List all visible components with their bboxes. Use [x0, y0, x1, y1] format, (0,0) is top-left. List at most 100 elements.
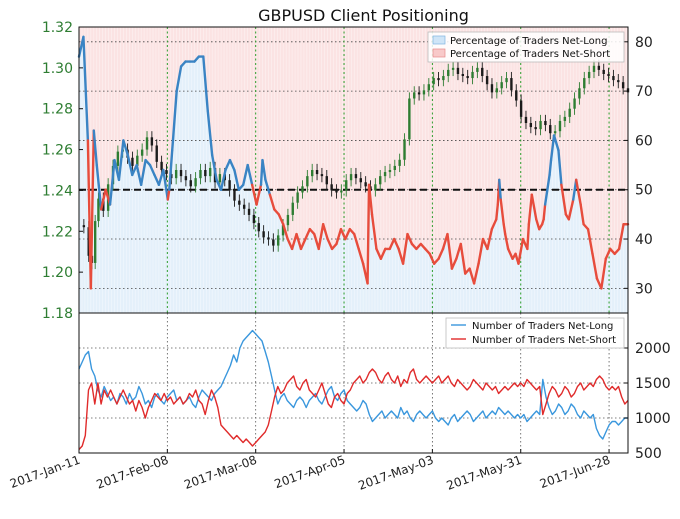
- net-long-pct-segment: [502, 223, 507, 236]
- net-long-pct-segment: [277, 213, 285, 226]
- net-long-pct-segment: [617, 223, 625, 251]
- price-candle: [276, 235, 280, 246]
- legend-label-traders-net-long: Number of Traders Net-Long: [472, 321, 613, 332]
- price-candle: [549, 125, 552, 134]
- bottom-right-tick-label: 1000: [635, 411, 671, 427]
- net-long-area: [79, 36, 628, 314]
- price-candle: [447, 69, 450, 77]
- net-long-pct-segment: [490, 218, 498, 231]
- price-candle: [330, 184, 333, 191]
- net-long-pct-segment: [255, 183, 263, 206]
- net-long-pct-segment: [526, 223, 531, 251]
- price-candle: [432, 78, 435, 85]
- left-tick-label: 1.32: [42, 20, 73, 36]
- legend-swatch-net-short: [432, 48, 446, 58]
- net-long-pct-segment: [604, 247, 612, 260]
- net-long-pct-segment: [498, 178, 502, 201]
- net-long-pct-segment: [202, 55, 209, 113]
- price-candle: [208, 167, 212, 177]
- net-long-pct-segment: [126, 154, 134, 177]
- chart-title: GBPUSD Client Positioning: [258, 6, 469, 25]
- net-long-pct-segment: [548, 158, 553, 177]
- top-legend: Percentage of Traders Net-Long Percentage…: [427, 31, 625, 63]
- top-legend-box: [427, 31, 625, 63]
- price-candle: [233, 190, 236, 201]
- price-candle: [481, 67, 484, 77]
- net-long-pct-segment: [162, 168, 169, 201]
- price-candle: [388, 170, 392, 173]
- price-candle: [252, 214, 256, 224]
- price-candle: [335, 190, 338, 193]
- price-candle: [413, 92, 416, 99]
- price-candle: [539, 120, 542, 130]
- net-long-pct-segment: [600, 257, 608, 290]
- net-long-pct-segment: [353, 232, 360, 251]
- net-long-pct-segment: [92, 129, 98, 167]
- price-candle: [320, 174, 324, 177]
- net-long-pct-segment: [139, 158, 147, 186]
- price-candle: [136, 155, 139, 166]
- price-candle: [573, 98, 576, 109]
- price-candle: [524, 116, 528, 124]
- net-long-pct-segment: [95, 163, 103, 211]
- net-long-pct-segment: [379, 247, 387, 260]
- net-long-pct-segment: [486, 227, 494, 251]
- legend-label-traders-net-short: Number of Traders Net-Short: [472, 335, 616, 346]
- left-tick-label: 1.28: [42, 102, 73, 118]
- net-long-pct-segment: [477, 237, 485, 265]
- price-candle: [165, 170, 168, 175]
- net-long-pct-segment: [261, 158, 267, 182]
- legend-label-net-short: Percentage of Traders Net-Short: [450, 49, 610, 60]
- price-candle: [422, 90, 426, 95]
- price-candle: [301, 186, 304, 193]
- price-candle: [617, 80, 620, 83]
- price-candle: [281, 225, 285, 236]
- price-candle: [359, 178, 362, 183]
- price-candle: [612, 76, 615, 81]
- price-candle: [262, 231, 265, 238]
- net-long-pct-segment: [370, 213, 378, 251]
- net-long-pct-segment: [246, 163, 254, 186]
- price-candle: [354, 174, 358, 179]
- price-candle: [403, 139, 406, 160]
- legend-swatch-net-long: [432, 35, 446, 45]
- price-candle: [534, 127, 537, 130]
- price-candle: [97, 198, 100, 222]
- left-tick-label: 1.22: [42, 224, 73, 240]
- bottom-right-tick-label: 1500: [635, 376, 671, 392]
- net-long-pct-segment: [446, 232, 454, 270]
- net-long-pct-segment: [428, 252, 436, 265]
- net-long-pct-segment: [506, 247, 514, 260]
- net-long-pct-segment: [406, 232, 414, 246]
- price-candle: [607, 73, 610, 77]
- price-candle: [568, 108, 571, 117]
- price-candle: [204, 170, 207, 177]
- bottom-legend-box: [445, 317, 625, 349]
- net-long-pct-segment: [339, 227, 347, 241]
- net-long-pct-segment: [135, 163, 143, 186]
- net-long-pct-segment: [166, 188, 171, 201]
- price-candle: [174, 170, 178, 179]
- price-candle: [189, 180, 192, 187]
- net-long-pct-segment: [543, 173, 551, 206]
- net-long-pct-segment: [299, 237, 307, 251]
- price-candle: [529, 123, 533, 128]
- net-long-pct-segment: [317, 223, 325, 251]
- net-long-pct-segment: [219, 168, 227, 191]
- price-candle: [456, 67, 460, 74]
- net-long-pct-segment: [366, 183, 371, 285]
- price-candle: [194, 178, 197, 187]
- x-tick-label: 2017-Apr-05: [273, 453, 348, 492]
- price-candle: [272, 239, 275, 246]
- net-long-pct-segment: [450, 257, 458, 270]
- left-tick-label: 1.20: [42, 265, 73, 281]
- left-tick-label: 1.30: [42, 61, 73, 77]
- net-short-area: [79, 27, 628, 289]
- price-candle: [116, 151, 120, 166]
- price-candle: [476, 67, 479, 72]
- price-candle: [437, 78, 440, 81]
- x-tick-label: 2017-May-31: [445, 453, 524, 493]
- price-candle: [597, 65, 601, 70]
